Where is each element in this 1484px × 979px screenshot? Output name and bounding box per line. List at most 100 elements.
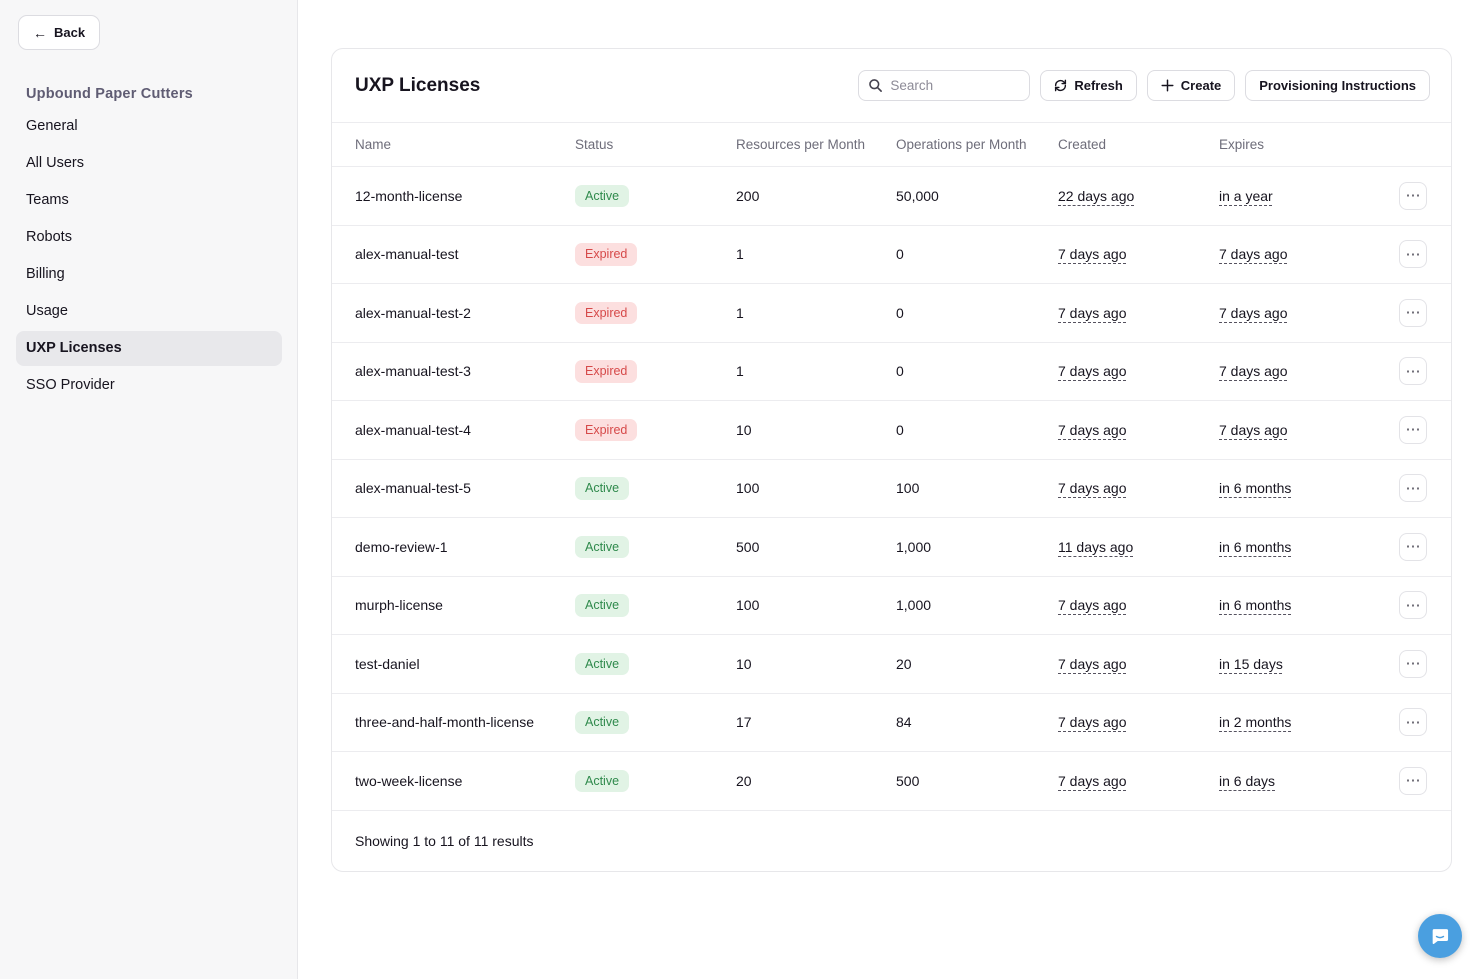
cell-name: murph-license — [355, 597, 443, 614]
search-input[interactable] — [858, 70, 1031, 101]
chat-launcher-button[interactable] — [1418, 914, 1462, 958]
created-wrap: 22 days ago — [1058, 188, 1219, 204]
cell-name: test-daniel — [355, 655, 420, 672]
status-badge: Expired — [575, 243, 638, 266]
row-menu-button[interactable]: ⋯ — [1399, 708, 1427, 737]
table-row: test-daniel Active 10 20 7 days ago in 1… — [332, 635, 1451, 694]
page-title: UXP Licenses — [355, 74, 481, 96]
created-wrap: 7 days ago — [1058, 714, 1219, 730]
table-body: 12-month-license Active 200 50,000 22 da… — [332, 167, 1451, 811]
status-badge: Active — [575, 652, 630, 675]
sidebar-item-sso-provider[interactable]: SSO Provider — [26, 377, 115, 393]
row-menu-button[interactable]: ⋯ — [1399, 591, 1427, 620]
sidebar-item-billing[interactable]: Billing — [26, 266, 65, 282]
expires-wrap: in 6 days — [1219, 773, 1396, 789]
cell-created[interactable]: 7 days ago — [1058, 304, 1127, 321]
cell-expires[interactable]: in 6 months — [1219, 597, 1292, 614]
expires-wrap: in 6 months — [1219, 539, 1396, 555]
cell-created[interactable]: 7 days ago — [1058, 655, 1127, 672]
back-button-label: Back — [54, 25, 86, 40]
sidebar-item-usage[interactable]: Usage — [26, 303, 68, 319]
cell-created[interactable]: 7 days ago — [1058, 246, 1127, 263]
back-button[interactable]: ← Back — [18, 15, 101, 50]
row-menu-button[interactable]: ⋯ — [1399, 298, 1427, 327]
created-wrap: 7 days ago — [1058, 246, 1219, 262]
cell-status: Active — [575, 594, 736, 617]
cell-expires[interactable]: 7 days ago — [1219, 246, 1288, 263]
created-wrap: 7 days ago — [1058, 305, 1219, 321]
sidebar: ← Back Upbound Paper Cutters General All … — [0, 0, 298, 979]
cell-resources: 100 — [736, 597, 760, 614]
cell-name: alex-manual-test-4 — [355, 421, 471, 438]
row-menu-button[interactable]: ⋯ — [1399, 766, 1427, 795]
row-menu-button[interactable]: ⋯ — [1399, 240, 1427, 269]
cell-expires[interactable]: 7 days ago — [1219, 363, 1288, 380]
cell-operations: 100 — [896, 480, 920, 497]
sidebar-item-general[interactable]: General — [26, 118, 78, 134]
sidebar-item-teams[interactable]: Teams — [26, 192, 69, 208]
cell-status: Active — [575, 652, 736, 675]
cell-expires[interactable]: in 15 days — [1219, 655, 1283, 672]
cell-resources: 20 — [736, 772, 752, 789]
cell-status: Expired — [575, 360, 736, 383]
sidebar-item-uxp-licenses[interactable]: UXP Licenses — [16, 331, 282, 366]
sidebar-item-all-users[interactable]: All Users — [26, 155, 85, 171]
cell-expires[interactable]: in 6 months — [1219, 480, 1292, 497]
cell-resources: 200 — [736, 187, 760, 204]
provisioning-instructions-button[interactable]: Provisioning Instructions — [1245, 70, 1430, 101]
refresh-button[interactable]: Refresh — [1040, 70, 1137, 101]
cell-operations: 20 — [896, 655, 912, 672]
cell-operations: 0 — [896, 246, 904, 263]
row-menu-button[interactable]: ⋯ — [1399, 649, 1427, 678]
cell-expires[interactable]: 7 days ago — [1219, 421, 1288, 438]
status-badge: Expired — [575, 360, 638, 383]
cell-status: Active — [575, 184, 736, 207]
created-wrap: 7 days ago — [1058, 363, 1219, 379]
create-button[interactable]: Create — [1146, 70, 1236, 101]
cell-status: Expired — [575, 418, 736, 441]
expires-wrap: in a year — [1219, 188, 1396, 204]
row-menu-button[interactable]: ⋯ — [1399, 181, 1427, 210]
cell-name: alex-manual-test-3 — [355, 363, 471, 380]
cell-expires[interactable]: in a year — [1219, 187, 1273, 204]
created-wrap: 7 days ago — [1058, 422, 1219, 438]
expires-wrap: 7 days ago — [1219, 422, 1396, 438]
cell-created[interactable]: 7 days ago — [1058, 480, 1127, 497]
table-row: alex-manual-test Expired 1 0 7 days ago … — [332, 226, 1451, 284]
row-menu-button[interactable]: ⋯ — [1399, 474, 1427, 503]
cell-expires[interactable]: in 2 months — [1219, 714, 1292, 731]
table-row: alex-manual-test-5 Active 100 100 7 days… — [332, 460, 1451, 518]
cell-created[interactable]: 7 days ago — [1058, 714, 1127, 731]
cell-created[interactable]: 7 days ago — [1058, 772, 1127, 789]
cell-created[interactable]: 11 days ago — [1058, 538, 1134, 555]
cell-expires[interactable]: in 6 months — [1219, 538, 1292, 555]
cell-operations: 0 — [896, 304, 904, 321]
cell-created[interactable]: 7 days ago — [1058, 597, 1127, 614]
cell-operations: 0 — [896, 421, 904, 438]
cell-resources: 500 — [736, 538, 760, 555]
table-row: alex-manual-test-4 Expired 10 0 7 days a… — [332, 401, 1451, 460]
expires-wrap: in 6 months — [1219, 597, 1396, 613]
cell-name: 12-month-license — [355, 187, 463, 204]
cell-created[interactable]: 7 days ago — [1058, 421, 1127, 438]
cell-operations: 50,000 — [896, 187, 939, 204]
results-count: Showing 1 to 11 of 11 results — [355, 832, 534, 849]
expires-wrap: 7 days ago — [1219, 363, 1396, 379]
cell-created[interactable]: 22 days ago — [1058, 187, 1135, 204]
status-badge: Active — [575, 711, 630, 734]
column-header: Expires — [1219, 137, 1265, 152]
row-menu-button[interactable]: ⋯ — [1399, 415, 1427, 444]
row-menu-button[interactable]: ⋯ — [1399, 532, 1427, 561]
cell-status: Active — [575, 769, 736, 792]
status-badge: Active — [575, 184, 630, 207]
chat-messenger-icon — [1432, 929, 1449, 945]
sidebar-nav: General All Users Teams Robots Billing Usage U… — [0, 109, 297, 403]
cell-resources: 1 — [736, 246, 744, 263]
sidebar-item-robots[interactable]: Robots — [26, 229, 72, 245]
table-row: two-week-license Active 20 500 7 days ag… — [332, 752, 1451, 811]
cell-created[interactable]: 7 days ago — [1058, 363, 1127, 380]
table-row: murph-license Active 100 1,000 7 days ag… — [332, 577, 1451, 635]
row-menu-button[interactable]: ⋯ — [1399, 357, 1427, 386]
cell-expires[interactable]: in 6 days — [1219, 772, 1276, 789]
cell-expires[interactable]: 7 days ago — [1219, 304, 1288, 321]
